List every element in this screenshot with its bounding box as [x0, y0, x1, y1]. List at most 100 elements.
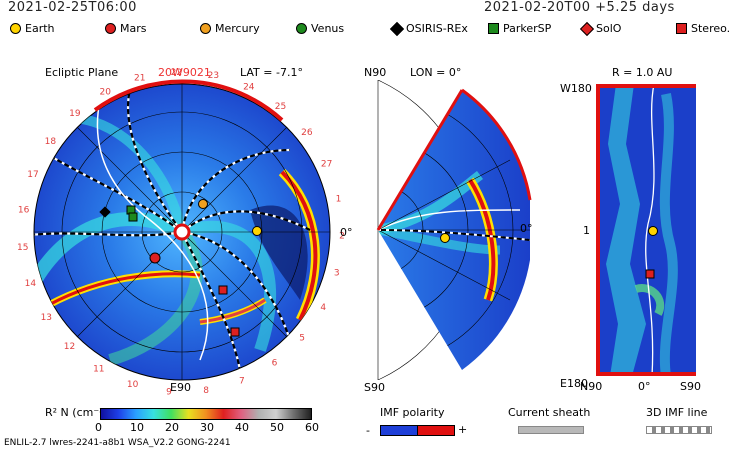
colorbar-tick: 10	[130, 421, 144, 434]
meridional-top-label: N90	[364, 66, 387, 79]
venus-marker-icon	[128, 212, 138, 222]
carrington-number: 2	[339, 232, 345, 242]
legend-parkersp: ParkerSP	[488, 22, 551, 35]
radial-bottom-left: N90	[580, 380, 603, 393]
carrington-number: 25	[275, 102, 286, 112]
legend-stereo: Stereo...	[676, 22, 730, 35]
legend-label: Mercury	[215, 22, 260, 35]
imf-line-swatch	[646, 426, 712, 434]
earth-marker-icon	[440, 233, 450, 243]
legend-solo: SolO	[579, 21, 622, 36]
stereo-marker-icon	[218, 285, 228, 295]
carrington-number: 6	[272, 359, 278, 369]
carrington-number: 14	[25, 279, 37, 289]
carrington-number: 5	[299, 334, 305, 344]
radial-left-top: W180	[560, 82, 592, 95]
stereo-marker-icon	[645, 269, 655, 279]
mercury-marker-icon	[200, 23, 211, 34]
colorbar-tick: 0	[95, 421, 102, 434]
legend-mercury: Mercury	[200, 22, 260, 35]
imf-negative-swatch	[380, 425, 418, 436]
sun-icon	[173, 223, 191, 241]
density-colorbar	[100, 408, 312, 420]
carrington-number: 13	[41, 313, 52, 323]
ecliptic-date: 20W9021	[158, 66, 211, 79]
colorbar-tick: 60	[305, 421, 319, 434]
radial-left-mid: 1	[583, 224, 590, 237]
legend-label: ParkerSP	[503, 22, 552, 35]
carrington-number: 26	[301, 128, 313, 138]
solo-marker-icon	[579, 21, 595, 36]
colorbar-tick: 40	[235, 421, 249, 434]
imf-plus: +	[458, 423, 468, 436]
stereo-marker-icon	[676, 23, 687, 34]
colorbar-tick: 50	[270, 421, 284, 434]
solo-marker-icon	[230, 327, 240, 337]
carrington-number: 16	[18, 206, 30, 216]
radial-plot	[596, 84, 696, 376]
legend-earth: Earth	[10, 22, 55, 35]
carrington-number: 21	[134, 74, 145, 84]
imf-line-label: 3D IMF line	[646, 406, 708, 419]
model-footer: ENLIL-2.7 lwres-2241-a8b1 WSA_V2.2 GONG-…	[4, 438, 231, 448]
legend-osiris-rex: OSIRIS-REx	[389, 21, 468, 36]
carrington-number: 7	[239, 376, 245, 386]
legend-venus: Venus	[296, 22, 344, 35]
legend-mars: Mars	[105, 22, 147, 35]
meridional-right-label: 0°	[520, 222, 533, 235]
carrington-number: 15	[17, 243, 28, 253]
ecliptic-lat: LAT = -7.1°	[240, 66, 303, 79]
carrington-number: 9	[166, 388, 172, 398]
imf-minus: -	[366, 424, 370, 437]
radial-bottom-mid: 0°	[638, 380, 651, 393]
current-sheath-label: Current sheath	[508, 406, 591, 419]
mars-marker-icon	[149, 252, 161, 264]
radial-left-bottom: E180	[560, 377, 588, 390]
carrington-number: 18	[45, 137, 57, 147]
radial-title: R = 1.0 AU	[612, 66, 673, 79]
carrington-number: 10	[127, 380, 139, 390]
meridional-bottom-label: S90	[364, 381, 385, 394]
legend-label: Earth	[25, 22, 55, 35]
carrington-number: 22	[171, 68, 182, 78]
carrington-number: 11	[93, 365, 104, 375]
carrington-number: 12	[64, 342, 75, 352]
ecliptic-right-label: 0°	[340, 226, 353, 239]
timestamp-right: 2021-02-20T00 +5.25 days	[484, 0, 675, 15]
carrington-number: 23	[208, 71, 219, 81]
osiris-rex-marker-icon	[389, 21, 405, 36]
carrington-number: 8	[203, 386, 209, 396]
earth-marker-icon	[648, 226, 658, 236]
ecliptic-title: Ecliptic Plane	[45, 66, 119, 79]
carrington-number: 3	[334, 269, 340, 279]
imf-positive-swatch	[417, 425, 455, 436]
imf-polarity-label: IMF polarity	[380, 406, 445, 419]
colorbar-tick: 30	[200, 421, 214, 434]
carrington-number: 4	[320, 303, 326, 313]
meridional-lon: LON = 0°	[410, 66, 462, 79]
legend-label: Mars	[120, 22, 147, 35]
spacecraft-legend: Earth Mars Mercury Venus OSIRIS-REx Park…	[0, 21, 730, 38]
venus-marker-icon	[296, 23, 307, 34]
timestamp-left: 2021-02-25T06:00	[8, 0, 137, 15]
carrington-number: 19	[69, 109, 81, 119]
legend-label: SolO	[596, 22, 622, 35]
earth-marker-icon	[252, 226, 262, 236]
legend-label: Venus	[311, 22, 345, 35]
carrington-number: 20	[99, 88, 111, 98]
legend-label: OSIRIS-REx	[406, 22, 468, 35]
parkersp-marker-icon	[488, 23, 499, 34]
mercury-marker-icon	[198, 199, 208, 209]
colorbar-label: R² N (cm⁻³)	[45, 406, 108, 419]
mars-marker-icon	[105, 23, 116, 34]
carrington-number: 1	[336, 195, 342, 205]
ecliptic-bottom-label: E90	[170, 381, 191, 394]
colorbar-tick: 20	[165, 421, 179, 434]
carrington-number: 27	[321, 160, 332, 170]
carrington-number: 24	[243, 83, 255, 93]
radial-bottom-right: S90	[680, 380, 701, 393]
legend-label: Stereo...	[691, 22, 730, 35]
